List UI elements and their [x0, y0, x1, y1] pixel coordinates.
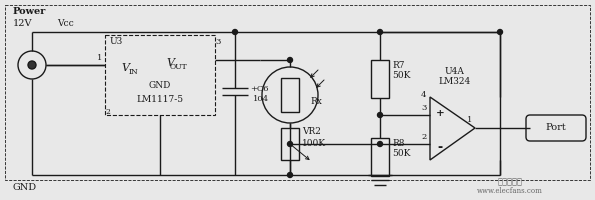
- Text: U4A: U4A: [445, 68, 465, 76]
- Circle shape: [377, 29, 383, 34]
- Text: -: -: [437, 142, 443, 154]
- Circle shape: [233, 29, 237, 34]
- Bar: [5, 5, 590, 180]
- Text: GND: GND: [149, 80, 171, 90]
- Bar: [105, 35, 215, 115]
- Text: R8: R8: [392, 138, 405, 148]
- Polygon shape: [430, 97, 475, 160]
- Text: Port: Port: [546, 123, 566, 132]
- Text: V: V: [121, 63, 129, 73]
- Text: www.elecfans.com: www.elecfans.com: [477, 187, 543, 195]
- Circle shape: [18, 51, 46, 79]
- Text: Vcc: Vcc: [57, 19, 74, 27]
- Circle shape: [377, 142, 383, 146]
- Text: LM324: LM324: [439, 77, 471, 86]
- Text: 2: 2: [421, 133, 427, 141]
- Text: 4: 4: [420, 91, 426, 99]
- Text: OUT: OUT: [169, 63, 187, 71]
- Text: 3: 3: [421, 104, 427, 112]
- Text: GND: GND: [13, 184, 37, 192]
- Bar: [281, 78, 299, 112]
- Text: 50K: 50K: [392, 72, 411, 80]
- Text: 12V: 12V: [13, 19, 33, 27]
- Text: 50K: 50K: [392, 150, 411, 158]
- Text: 1: 1: [98, 54, 103, 62]
- Text: 2: 2: [105, 108, 111, 116]
- Circle shape: [497, 29, 503, 34]
- Text: V: V: [166, 58, 174, 68]
- Text: VR2: VR2: [302, 128, 321, 136]
- Bar: [281, 128, 299, 160]
- Text: R7: R7: [392, 60, 405, 70]
- Text: IN: IN: [128, 68, 138, 76]
- Text: 1: 1: [467, 116, 472, 124]
- Text: LM1117-5: LM1117-5: [136, 96, 184, 104]
- Bar: [371, 60, 389, 98]
- Circle shape: [28, 61, 36, 69]
- Text: 104: 104: [253, 95, 269, 103]
- Text: 电子发烧友: 电子发烧友: [497, 178, 522, 186]
- Circle shape: [287, 142, 293, 146]
- Text: Rx: Rx: [310, 98, 322, 106]
- Text: Power: Power: [13, 7, 46, 17]
- Text: +C6: +C6: [250, 85, 268, 93]
- Circle shape: [377, 112, 383, 117]
- Text: 100K: 100K: [302, 138, 326, 148]
- Text: +: +: [436, 110, 444, 118]
- Circle shape: [262, 67, 318, 123]
- Circle shape: [287, 58, 293, 62]
- Text: 3: 3: [215, 38, 221, 46]
- Text: U3: U3: [110, 38, 123, 46]
- FancyBboxPatch shape: [526, 115, 586, 141]
- Circle shape: [287, 172, 293, 178]
- Bar: [371, 138, 389, 176]
